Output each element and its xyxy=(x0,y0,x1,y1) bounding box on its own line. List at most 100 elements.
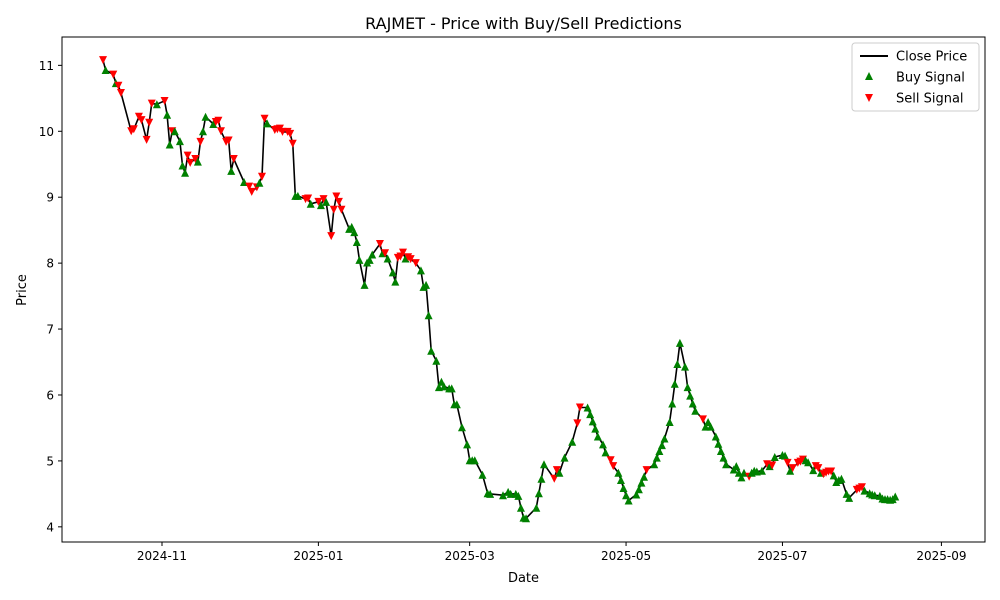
legend-box xyxy=(851,42,980,112)
buy-signal-marker xyxy=(322,197,331,206)
buy-signal-marker xyxy=(263,119,272,128)
sell-signal-marker xyxy=(332,192,341,201)
buy-signal-marker xyxy=(706,422,715,431)
buy-signal-marker xyxy=(193,157,202,166)
buy-signal-marker xyxy=(457,423,466,432)
buy-signal-marker xyxy=(447,384,456,393)
sell-signal-marker xyxy=(245,182,254,191)
buy-signal-marker xyxy=(534,489,543,498)
sell-signal-marker xyxy=(398,248,407,257)
buy-signal-marker xyxy=(624,496,633,505)
buy-signal-marker xyxy=(440,382,449,391)
buy-signal-marker xyxy=(601,448,610,457)
buy-signal-marker xyxy=(652,453,661,462)
x-tick-label: 2024-11 xyxy=(137,549,187,563)
buy-signal-marker xyxy=(255,178,264,187)
x-tick-label: 2025-05 xyxy=(601,549,651,563)
sell-signal-marker xyxy=(196,137,205,146)
sell-signal-marker xyxy=(381,249,390,258)
buy-signal-marker xyxy=(683,383,692,392)
buy-signal-marker xyxy=(619,483,628,492)
buy-signal-marker xyxy=(516,503,525,512)
buy-signal-marker xyxy=(845,493,854,502)
buy-signal-marker xyxy=(424,311,433,320)
sell-signal-marker xyxy=(145,118,154,127)
buy-signal-marker xyxy=(598,440,607,449)
chart-title: RAJMET - Price with Buy/Sell Predictions xyxy=(365,14,682,33)
buy-signal-marker xyxy=(427,346,436,355)
buy-signal-marker xyxy=(355,255,364,264)
buy-signal-marker xyxy=(737,473,746,482)
sell-signal-marker xyxy=(857,483,866,492)
sell-signal-marker xyxy=(827,467,836,476)
sell-signal-marker xyxy=(552,466,561,475)
legend-buy-signal-label: Buy Signal xyxy=(896,71,965,86)
buy-signal-marker xyxy=(360,280,369,289)
y-tick-label: 11 xyxy=(39,59,54,73)
buy-signal-marker xyxy=(804,458,813,467)
sell-signal-marker xyxy=(214,116,223,125)
buy-signal-marker xyxy=(170,127,179,136)
buy-signal-marker xyxy=(655,447,664,456)
sell-signal-marker xyxy=(260,114,269,123)
buy-signal-marker xyxy=(422,280,431,289)
buy-signal-marker xyxy=(365,255,374,264)
legend-sell-signal-marker xyxy=(865,94,873,102)
buy-signal-marker xyxy=(498,491,507,500)
buy-signal-marker xyxy=(632,490,641,499)
buy-signal-marker xyxy=(368,250,377,259)
sell-signal-marker xyxy=(314,197,323,206)
y-tick-label: 7 xyxy=(46,323,54,337)
buy-signal-marker xyxy=(593,432,602,441)
buy-signal-marker xyxy=(673,359,682,368)
legend-close-price-label: Close Price xyxy=(896,50,967,65)
buy-signal-marker xyxy=(583,403,592,412)
buy-signal-marker xyxy=(657,441,666,450)
x-tick-label: 2025-03 xyxy=(445,549,495,563)
buy-signal-marker xyxy=(668,399,677,408)
buy-signal-marker xyxy=(165,140,174,149)
buy-signal-marker xyxy=(352,238,361,247)
buy-signal-marker xyxy=(540,460,549,469)
buy-signal-marker xyxy=(383,254,392,263)
sell-signal-marker xyxy=(609,462,618,471)
buy-signal-marker xyxy=(714,439,723,448)
buy-signal-marker xyxy=(837,474,846,483)
sell-signal-marker xyxy=(642,466,651,475)
buy-signal-marker xyxy=(665,418,674,427)
sell-signal-marker xyxy=(99,56,108,65)
sell-signal-marker xyxy=(698,415,707,424)
buy-signal-marker xyxy=(316,201,325,210)
y-tick-label: 5 xyxy=(46,454,54,468)
buy-signal-marker xyxy=(675,338,684,347)
sell-signal-marker xyxy=(337,205,346,214)
buy-signal-marker xyxy=(809,466,818,475)
buy-signal-marker xyxy=(199,127,208,136)
buy-signal-marker xyxy=(514,491,523,500)
buy-signal-marker xyxy=(347,222,356,231)
buy-signal-marker xyxy=(637,478,646,487)
y-axis-label: Price xyxy=(15,274,30,306)
buy-signal-marker xyxy=(622,491,631,500)
sell-signal-marker xyxy=(229,154,238,163)
sell-signal-marker xyxy=(788,464,797,473)
buy-signal-marker xyxy=(719,453,728,462)
sell-signal-marker xyxy=(191,154,200,163)
buy-signal-marker xyxy=(306,199,315,208)
legend-buy-signal-marker xyxy=(865,72,873,80)
x-tick-label: 2025-09 xyxy=(916,549,966,563)
buy-signal-marker xyxy=(201,112,210,121)
sell-signal-marker xyxy=(247,187,256,196)
buy-signal-marker xyxy=(686,391,695,400)
buy-signal-marker xyxy=(870,491,879,500)
sell-signal-marker xyxy=(406,255,415,264)
buy-signal-marker xyxy=(522,514,531,523)
buy-signal-marker xyxy=(614,468,623,477)
buy-signal-marker xyxy=(350,228,359,237)
buy-signal-marker xyxy=(770,452,779,461)
sell-signal-marker xyxy=(216,127,225,136)
buy-signal-marker xyxy=(532,503,541,512)
y-tick-label: 8 xyxy=(46,257,54,271)
sell-signal-marker xyxy=(183,151,192,160)
